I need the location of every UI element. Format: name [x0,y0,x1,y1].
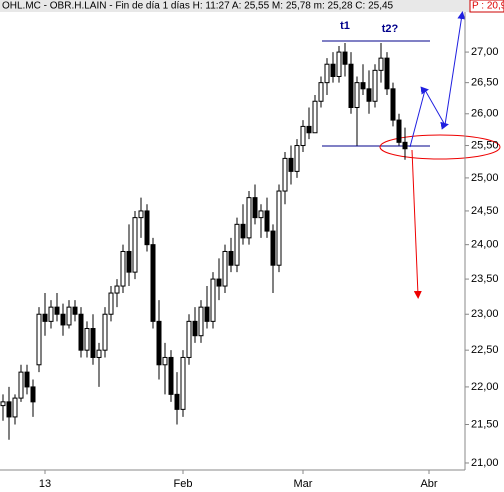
y-tick-label: 26,50 [471,77,499,89]
candle-body [114,285,120,294]
candle-body [132,217,138,273]
candle-body [30,386,36,403]
annotation: t2? [382,23,399,35]
candle-body [54,306,60,315]
y-tick-label: 22,00 [471,381,499,393]
candle-body [42,313,48,322]
x-tick-label: Feb [174,478,193,490]
candle-body [246,197,252,239]
y-tick-label: 25,50 [471,139,499,151]
candle-body [342,51,348,65]
candle-body [120,250,126,287]
candle-body [396,119,402,143]
candle-body [234,223,240,266]
candle-body [282,157,288,192]
candle-body [354,82,360,109]
annotation: t1 [340,20,350,32]
x-tick-label: Mar [294,478,313,490]
candle-body [204,306,210,322]
candle-body [78,313,84,351]
candle-body [252,197,258,219]
candle-body [18,371,24,399]
candle-body [276,190,282,266]
candle-body [12,397,18,418]
candle-body [330,63,336,77]
candle-body [168,356,174,395]
candle-body [0,401,6,407]
candle-body [72,306,78,315]
y-tick-label: 24,50 [471,205,499,217]
candle-body [324,63,330,84]
y-tick-label: 26,00 [471,108,499,120]
candle-body [366,88,372,102]
candle-body [24,371,30,388]
highlight-ellipse [379,134,501,160]
header-bar [0,0,504,12]
candle-body [108,292,114,315]
x-tick-label: 13 [39,478,51,490]
candle-body [402,141,408,150]
price-box [469,0,504,13]
candle-body [60,313,66,326]
candle-body [216,278,222,287]
y-tick-label: 21,00 [471,457,499,469]
projection-arrow [411,149,422,299]
candle-body [372,69,378,102]
candle-body [36,313,42,366]
candle-body [228,250,234,266]
candle-body [6,401,12,418]
candle-body [390,88,396,121]
candle-body [336,51,342,77]
y-tick-label: 27,00 [471,46,499,58]
price-label: P : 20,9 [472,1,504,12]
candle-body [270,230,276,266]
candle-body [240,223,246,239]
candle-body [306,125,312,134]
candle-body [198,306,204,337]
candle-body [288,157,294,172]
chart-title: OHL.MC - OBR.H.LAIN - Fin de día 1 días … [2,1,394,12]
candle-body [156,320,162,366]
candle-body [360,82,366,90]
y-tick-label: 23,00 [471,308,499,320]
candle-body [348,63,354,109]
candle-body [84,328,90,351]
candle-body [48,306,54,322]
candle-body [66,306,72,326]
candle-body [150,244,156,322]
candle-body [258,210,264,219]
candle-body [174,393,180,410]
x-tick-label: Abr [420,478,437,490]
y-tick-label: 22,50 [471,344,499,356]
candle-body [96,349,102,358]
candle-body [318,82,324,102]
candle-body [300,125,306,147]
candle-body [210,278,216,322]
y-tick-label: 23,50 [471,273,499,285]
y-tick-label: 21,50 [471,418,499,430]
candle-body [264,210,270,232]
candle-body [186,320,192,358]
candle-body [192,320,198,337]
candle-body [180,356,186,410]
candle-body [222,250,228,287]
candle-body [312,100,318,134]
y-tick-label: 25,00 [471,172,499,184]
candle-body [162,356,168,366]
projection-arrow [409,11,466,148]
candle-body [144,210,150,246]
candle-body [102,313,108,351]
candle-body [294,145,300,172]
y-tick-label: 24,00 [471,239,499,251]
candle-body [90,328,96,358]
candle-body [378,57,384,71]
candle-body [384,57,390,90]
candle-body [138,210,144,219]
candle-body [126,250,132,273]
